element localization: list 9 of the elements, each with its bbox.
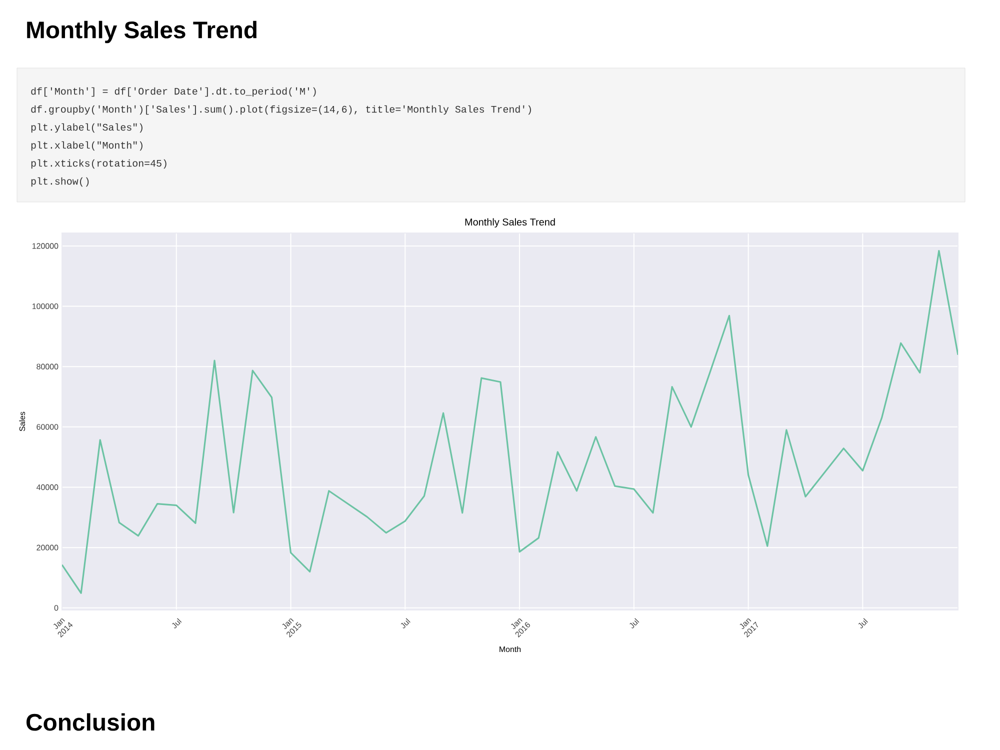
text: plt.ylabel("Sales") bbox=[31, 123, 142, 133]
text: plt.show() bbox=[31, 177, 89, 187]
text: df['Month'] = df['Order Date'].dt.to_period('M') bbox=[31, 87, 316, 97]
text: Monthly Sales Trend bbox=[27, 20, 256, 44]
chart-title: Monthly Sales Trend bbox=[465, 218, 555, 228]
text: plt.xticks(rotation=45) bbox=[31, 159, 166, 169]
text: plt.xlabel("Month") bbox=[31, 141, 142, 151]
text: df.groupby('Month')['Sales'].sum().plot(figsize=(14,6), title='Monthly Sales Trend') bbox=[31, 105, 531, 115]
text: Conclusion bbox=[26, 713, 154, 731]
